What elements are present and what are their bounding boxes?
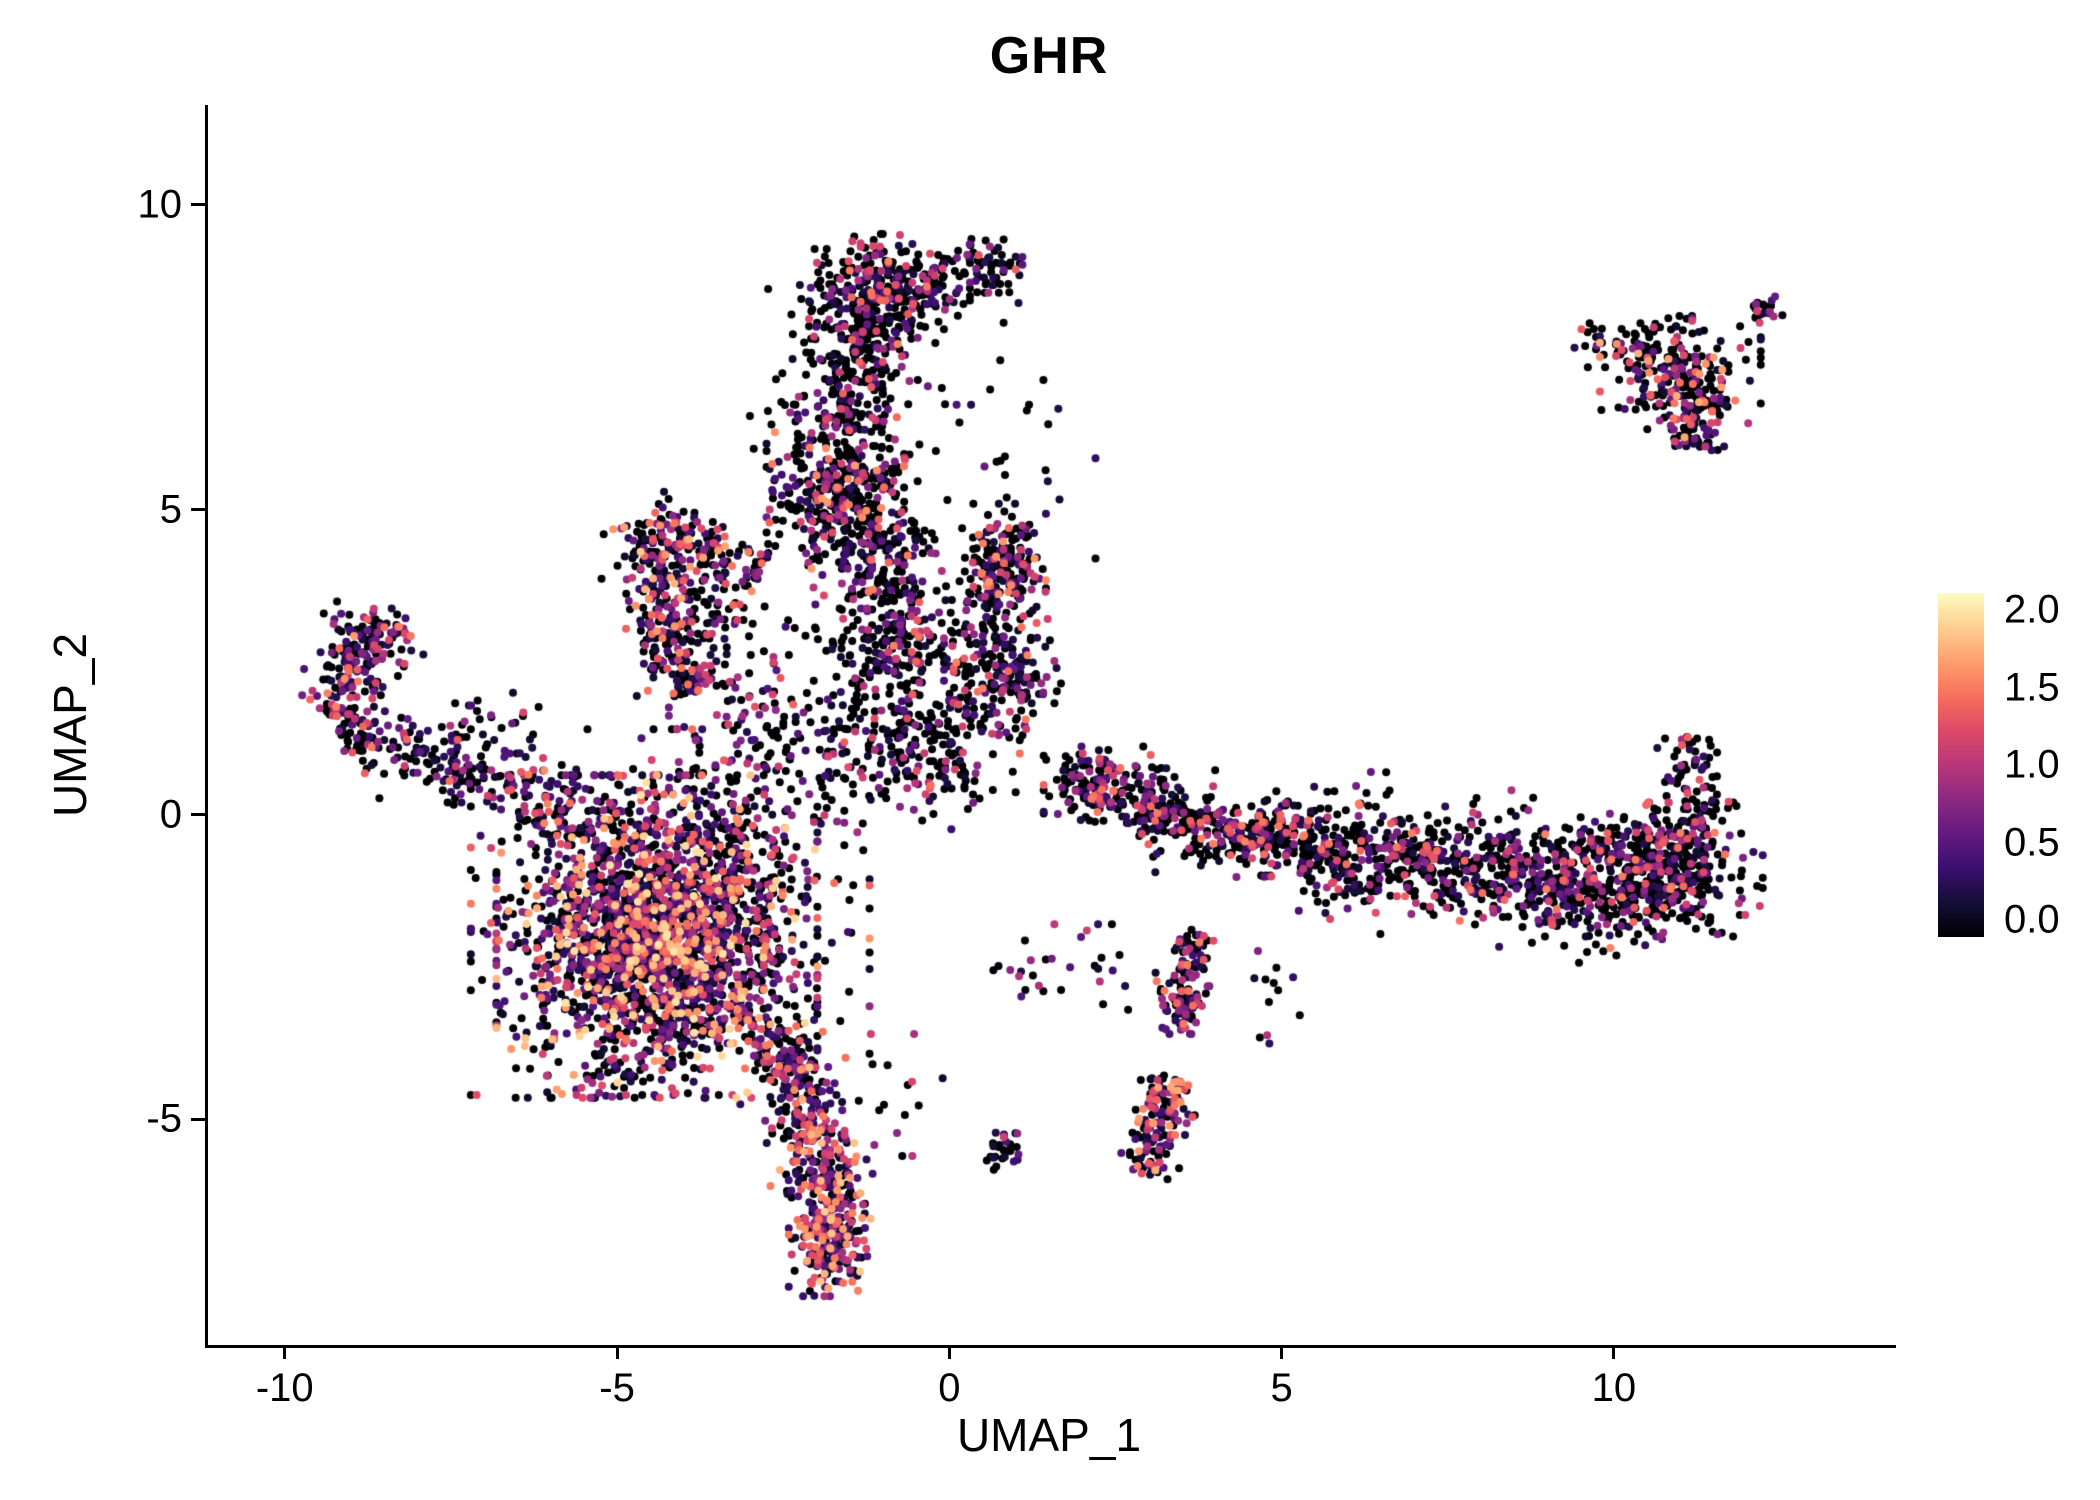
x-tick-mark (283, 1345, 287, 1359)
y-tick-label: 5 (159, 487, 182, 532)
y-tick-label: 10 (137, 182, 183, 227)
scatter-points-canvas (208, 105, 1896, 1345)
y-axis-label: UMAP_2 (44, 632, 96, 818)
x-tick-mark (947, 1345, 951, 1359)
x-tick-label: -5 (599, 1366, 635, 1410)
colorbar-tick-label: 1.5 (2004, 665, 2060, 709)
colorbar-tick-label: 0.0 (2004, 897, 2060, 942)
x-tick-mark (1612, 1345, 1616, 1359)
colorbar-tick-label: 2.0 (2004, 587, 2060, 632)
x-tick-label: 0 (938, 1366, 961, 1410)
x-tick-label: -10 (255, 1366, 314, 1410)
x-tick-label: 5 (1270, 1366, 1293, 1410)
y-tick-mark (191, 508, 205, 512)
y-tick-mark (191, 1117, 205, 1121)
y-tick-label: -5 (146, 1096, 182, 1141)
colorbar-tick-label: 1.0 (2004, 742, 2060, 787)
colorbar-tick-label: 0.5 (2004, 820, 2060, 864)
x-tick-label: 10 (1591, 1366, 1637, 1410)
plot-title: GHR (989, 27, 1109, 85)
y-tick-label: 0 (159, 792, 182, 837)
y-tick-mark (191, 813, 205, 817)
y-tick-mark (191, 203, 205, 207)
x-axis-label: UMAP_1 (956, 1409, 1142, 1461)
plot-panel (205, 105, 1896, 1348)
x-tick-mark (615, 1345, 619, 1359)
x-tick-mark (1280, 1345, 1284, 1359)
colorbar-gradient (1938, 593, 1984, 937)
